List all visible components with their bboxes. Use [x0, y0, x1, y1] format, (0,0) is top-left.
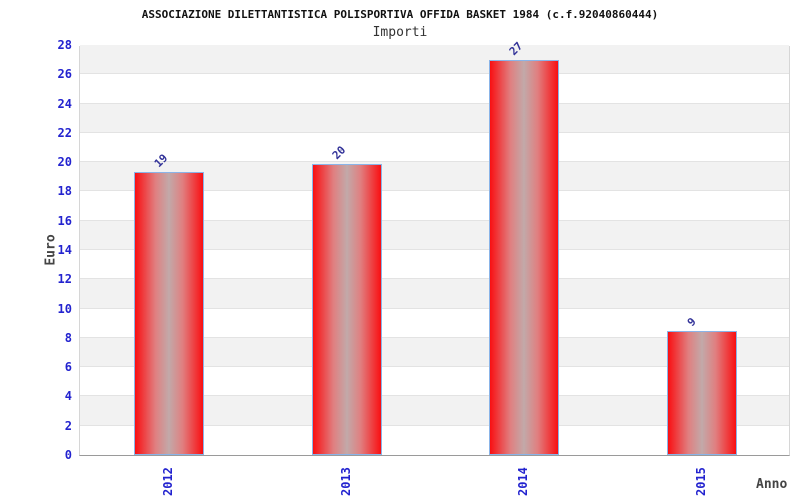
plot-stripe [80, 45, 789, 75]
plot-area: 19 20 27 9 [79, 39, 790, 456]
y-tick-label: 2 [64, 418, 72, 433]
y-tick-label: 8 [64, 330, 72, 345]
gridline [80, 336, 789, 338]
plot-stripe [80, 103, 789, 133]
x-tick-label: 2015 [694, 467, 709, 496]
y-tick-label: 6 [64, 360, 72, 375]
x-tick-label: 2013 [338, 467, 353, 496]
y-tick-label: 14 [57, 243, 72, 257]
y-tick-label: 28 [57, 38, 72, 52]
y-tick-label: 24 [57, 96, 72, 111]
y-tick-label: 4 [64, 389, 72, 404]
bar-2013 [311, 163, 382, 455]
chart-subtitle: Importi [372, 25, 428, 40]
gridline [80, 190, 789, 192]
gridline [80, 278, 789, 280]
x-tick-label: 2014 [516, 467, 531, 496]
bar-2015 [667, 330, 738, 455]
plot-stripe [80, 74, 789, 103]
gridline [80, 73, 789, 75]
gridline [80, 307, 789, 309]
gridline [80, 395, 789, 397]
gridline [80, 366, 789, 368]
y-tick-label: 20 [57, 155, 72, 170]
bar-2012 [133, 172, 204, 455]
y-tick-label: 12 [57, 272, 72, 287]
gridline [80, 131, 789, 133]
gridline [80, 249, 789, 250]
y-tick-label: 10 [57, 301, 72, 316]
gridline [80, 424, 789, 426]
x-axis-title: Anno [756, 477, 788, 492]
x-tick-label: 2012 [160, 467, 175, 496]
y-tick-label: 0 [64, 448, 72, 462]
gridline [80, 219, 789, 221]
plot-stripe [80, 133, 789, 162]
bar-2014 [489, 59, 560, 455]
y-tick-label: 18 [57, 184, 72, 199]
gridline [80, 102, 789, 104]
y-tick-label: 16 [57, 213, 72, 228]
gridline [80, 161, 789, 163]
y-tick-label: 22 [57, 125, 72, 140]
y-tick-label: 26 [57, 67, 72, 82]
chart-title: ASSOCIAZIONE DILETTANTISTICA POLISPORTIV… [141, 8, 659, 21]
